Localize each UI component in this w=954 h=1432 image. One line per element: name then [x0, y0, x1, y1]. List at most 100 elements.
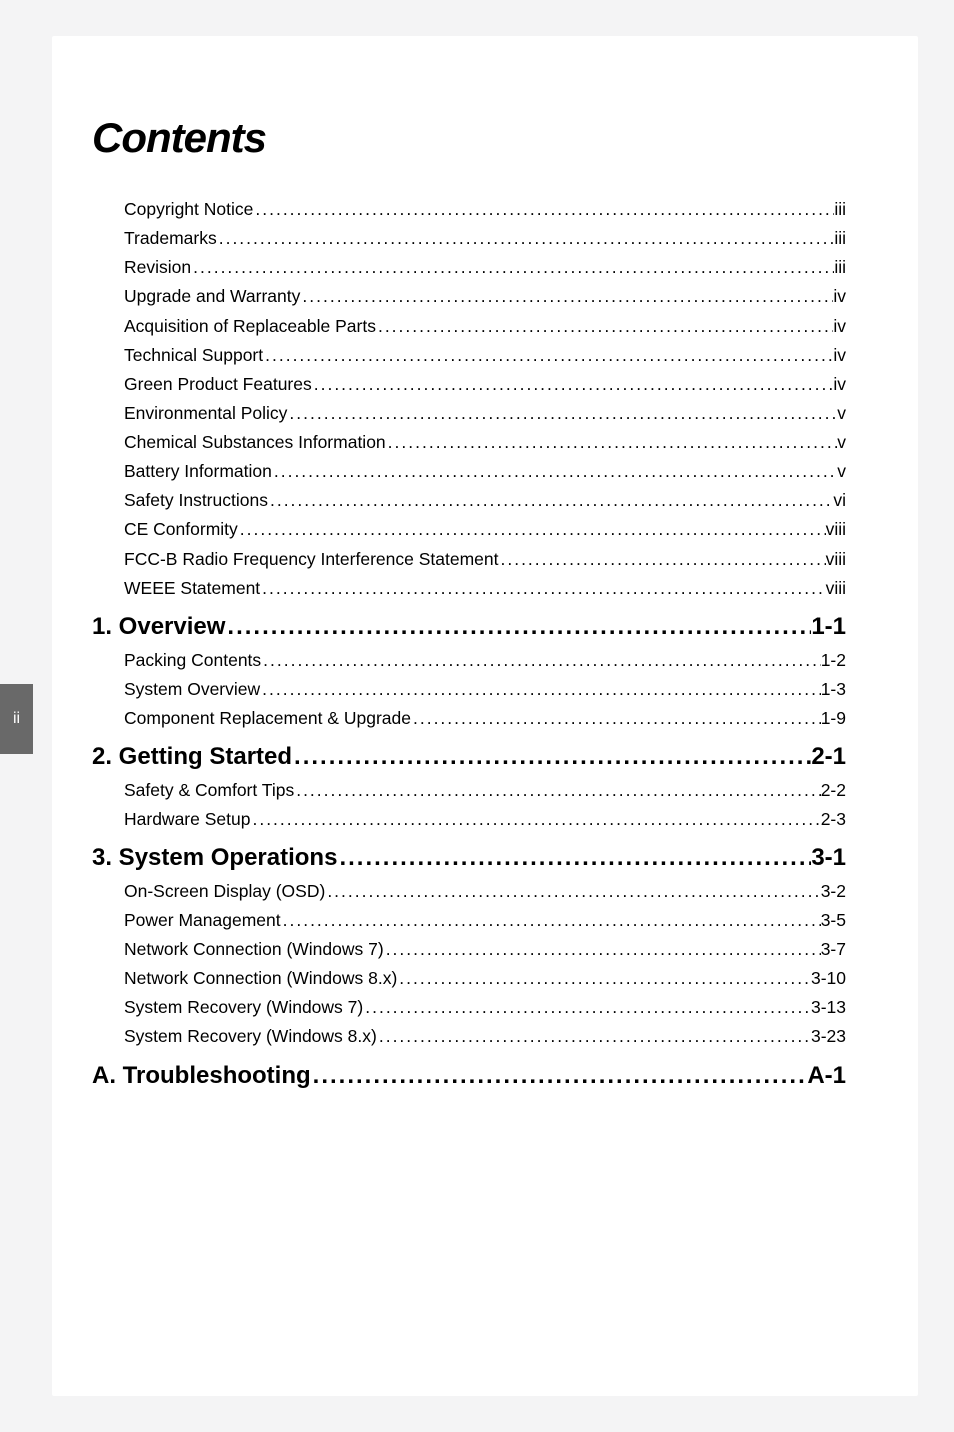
- toc-leader-dots: ........................................…: [268, 487, 833, 514]
- toc-entry: Component Replacement & Upgrade.........…: [92, 705, 846, 732]
- toc-item-label: Network Connection (Windows 8.x): [124, 965, 397, 992]
- toc-page-number: 1-3: [821, 676, 846, 703]
- toc-leader-dots: ........................................…: [272, 458, 837, 485]
- toc-entry: Network Connection (Windows 8.x)........…: [92, 965, 846, 992]
- toc-leader-dots: ........................................…: [261, 647, 821, 674]
- toc-page-number: viii: [826, 516, 846, 543]
- toc-item-label: Battery Information: [124, 458, 272, 485]
- toc-page-number: iii: [834, 196, 846, 223]
- toc-page-number: viii: [826, 546, 846, 573]
- toc-page-number: iii: [834, 254, 846, 281]
- toc-page-number: 2-1: [811, 740, 846, 775]
- toc-entry: Technical Support.......................…: [92, 342, 846, 369]
- toc-item-label: Upgrade and Warranty: [124, 283, 300, 310]
- toc-leader-dots: ........................................…: [311, 1059, 808, 1094]
- toc-item-label: Safety Instructions: [124, 487, 268, 514]
- page-title: Contents: [92, 114, 846, 162]
- toc-entry: Green Product Features..................…: [92, 371, 846, 398]
- toc-entry: Hardware Setup..........................…: [92, 806, 846, 833]
- toc-entry: 2. Getting Started......................…: [92, 740, 846, 775]
- toc-section: 3. System Operations....................…: [92, 841, 846, 1051]
- toc-leader-dots: ........................................…: [260, 676, 821, 703]
- toc-item-label: Network Connection (Windows 7): [124, 936, 384, 963]
- toc-item-label: Hardware Setup: [124, 806, 250, 833]
- toc-item-label: Acquisition of Replaceable Parts: [124, 313, 376, 340]
- toc-entry: Chemical Substances Information.........…: [92, 429, 846, 456]
- toc-page-number: 1-2: [821, 647, 846, 674]
- toc-entry: Upgrade and Warranty....................…: [92, 283, 846, 310]
- toc-entry: A. Troubleshooting......................…: [92, 1059, 846, 1094]
- toc-entry: Revision................................…: [92, 254, 846, 281]
- toc-entry: Network Connection (Windows 7)..........…: [92, 936, 846, 963]
- toc-entry: Packing Contents........................…: [92, 647, 846, 674]
- toc-entry: FCC-B Radio Frequency Interference State…: [92, 546, 846, 573]
- toc-item-label: FCC-B Radio Frequency Interference State…: [124, 546, 498, 573]
- toc-leader-dots: ........................................…: [397, 965, 811, 992]
- toc-page-number: iv: [833, 371, 846, 398]
- toc-item-label: Technical Support: [124, 342, 263, 369]
- toc-leader-dots: ........................................…: [263, 342, 833, 369]
- toc-page-number: 3-13: [811, 994, 846, 1021]
- toc-page-number: 1-1: [811, 610, 846, 645]
- toc-page-number: v: [837, 429, 846, 456]
- toc-leader-dots: ........................................…: [411, 705, 821, 732]
- toc-entry: 3. System Operations....................…: [92, 841, 846, 876]
- page-content: Contents Copyright Notice...............…: [52, 36, 918, 1093]
- toc-item-label: System Recovery (Windows 7): [124, 994, 363, 1021]
- toc-leader-dots: ........................................…: [325, 878, 820, 905]
- toc-item-label: Trademarks: [124, 225, 217, 252]
- toc-item-label: Environmental Policy: [124, 400, 287, 427]
- page-number-tab: ii: [0, 684, 33, 754]
- toc-page-number: iv: [833, 313, 846, 340]
- toc-item-label: Copyright Notice: [124, 196, 253, 223]
- toc-item-label: On-Screen Display (OSD): [124, 878, 325, 905]
- toc-leader-dots: ........................................…: [377, 1023, 811, 1050]
- table-of-contents: Copyright Notice........................…: [92, 196, 846, 1093]
- toc-page-number: 2-2: [821, 777, 846, 804]
- toc-leader-dots: ........................................…: [260, 575, 825, 602]
- toc-page-number: iv: [833, 283, 846, 310]
- toc-entry: Safety Instructions.....................…: [92, 487, 846, 514]
- toc-page-number: 3-7: [821, 936, 846, 963]
- toc-leader-dots: ........................................…: [363, 994, 811, 1021]
- toc-leader-dots: ........................................…: [281, 907, 821, 934]
- toc-page-number: 3-10: [811, 965, 846, 992]
- toc-entry: Power Management........................…: [92, 907, 846, 934]
- toc-page-number: 3-23: [811, 1023, 846, 1050]
- toc-chapter-label: 1. Overview: [92, 610, 225, 645]
- toc-leader-dots: ........................................…: [292, 740, 811, 775]
- document-page: ii Contents Copyright Notice............…: [52, 36, 918, 1396]
- toc-section: 1. Overview.............................…: [92, 610, 846, 732]
- toc-entry: WEEE Statement..........................…: [92, 575, 846, 602]
- toc-item-label: Power Management: [124, 907, 281, 934]
- toc-entry: Copyright Notice........................…: [92, 196, 846, 223]
- toc-leader-dots: ........................................…: [384, 936, 821, 963]
- toc-leader-dots: ........................................…: [498, 546, 825, 573]
- toc-chapter-label: 3. System Operations: [92, 841, 337, 876]
- toc-page-number: 3-1: [811, 841, 846, 876]
- toc-leader-dots: ........................................…: [386, 429, 838, 456]
- toc-entry: Acquisition of Replaceable Parts........…: [92, 313, 846, 340]
- toc-leader-dots: ........................................…: [253, 196, 834, 223]
- toc-item-label: Green Product Features: [124, 371, 312, 398]
- toc-item-label: Packing Contents: [124, 647, 261, 674]
- toc-page-number: iii: [834, 225, 846, 252]
- toc-entry: System Recovery (Windows 8.x)...........…: [92, 1023, 846, 1050]
- toc-entry: System Overview.........................…: [92, 676, 846, 703]
- toc-page-number: iv: [833, 342, 846, 369]
- toc-entry: 1. Overview.............................…: [92, 610, 846, 645]
- toc-page-number: 3-2: [821, 878, 846, 905]
- toc-item-label: System Overview: [124, 676, 260, 703]
- toc-leader-dots: ........................................…: [337, 841, 811, 876]
- toc-entry: Environmental Policy ...................…: [92, 400, 846, 427]
- toc-entry: Safety & Comfort Tips...................…: [92, 777, 846, 804]
- toc-page-number: 1-9: [821, 705, 846, 732]
- toc-page-number: A-1: [807, 1059, 846, 1094]
- toc-item-label: Chemical Substances Information: [124, 429, 386, 456]
- toc-chapter-label: A. Troubleshooting: [92, 1059, 311, 1094]
- toc-section: A. Troubleshooting......................…: [92, 1059, 846, 1094]
- toc-item-label: Component Replacement & Upgrade: [124, 705, 411, 732]
- toc-page-number: v: [837, 400, 846, 427]
- toc-page-number: 2-3: [821, 806, 846, 833]
- toc-leader-dots: ........................................…: [217, 225, 835, 252]
